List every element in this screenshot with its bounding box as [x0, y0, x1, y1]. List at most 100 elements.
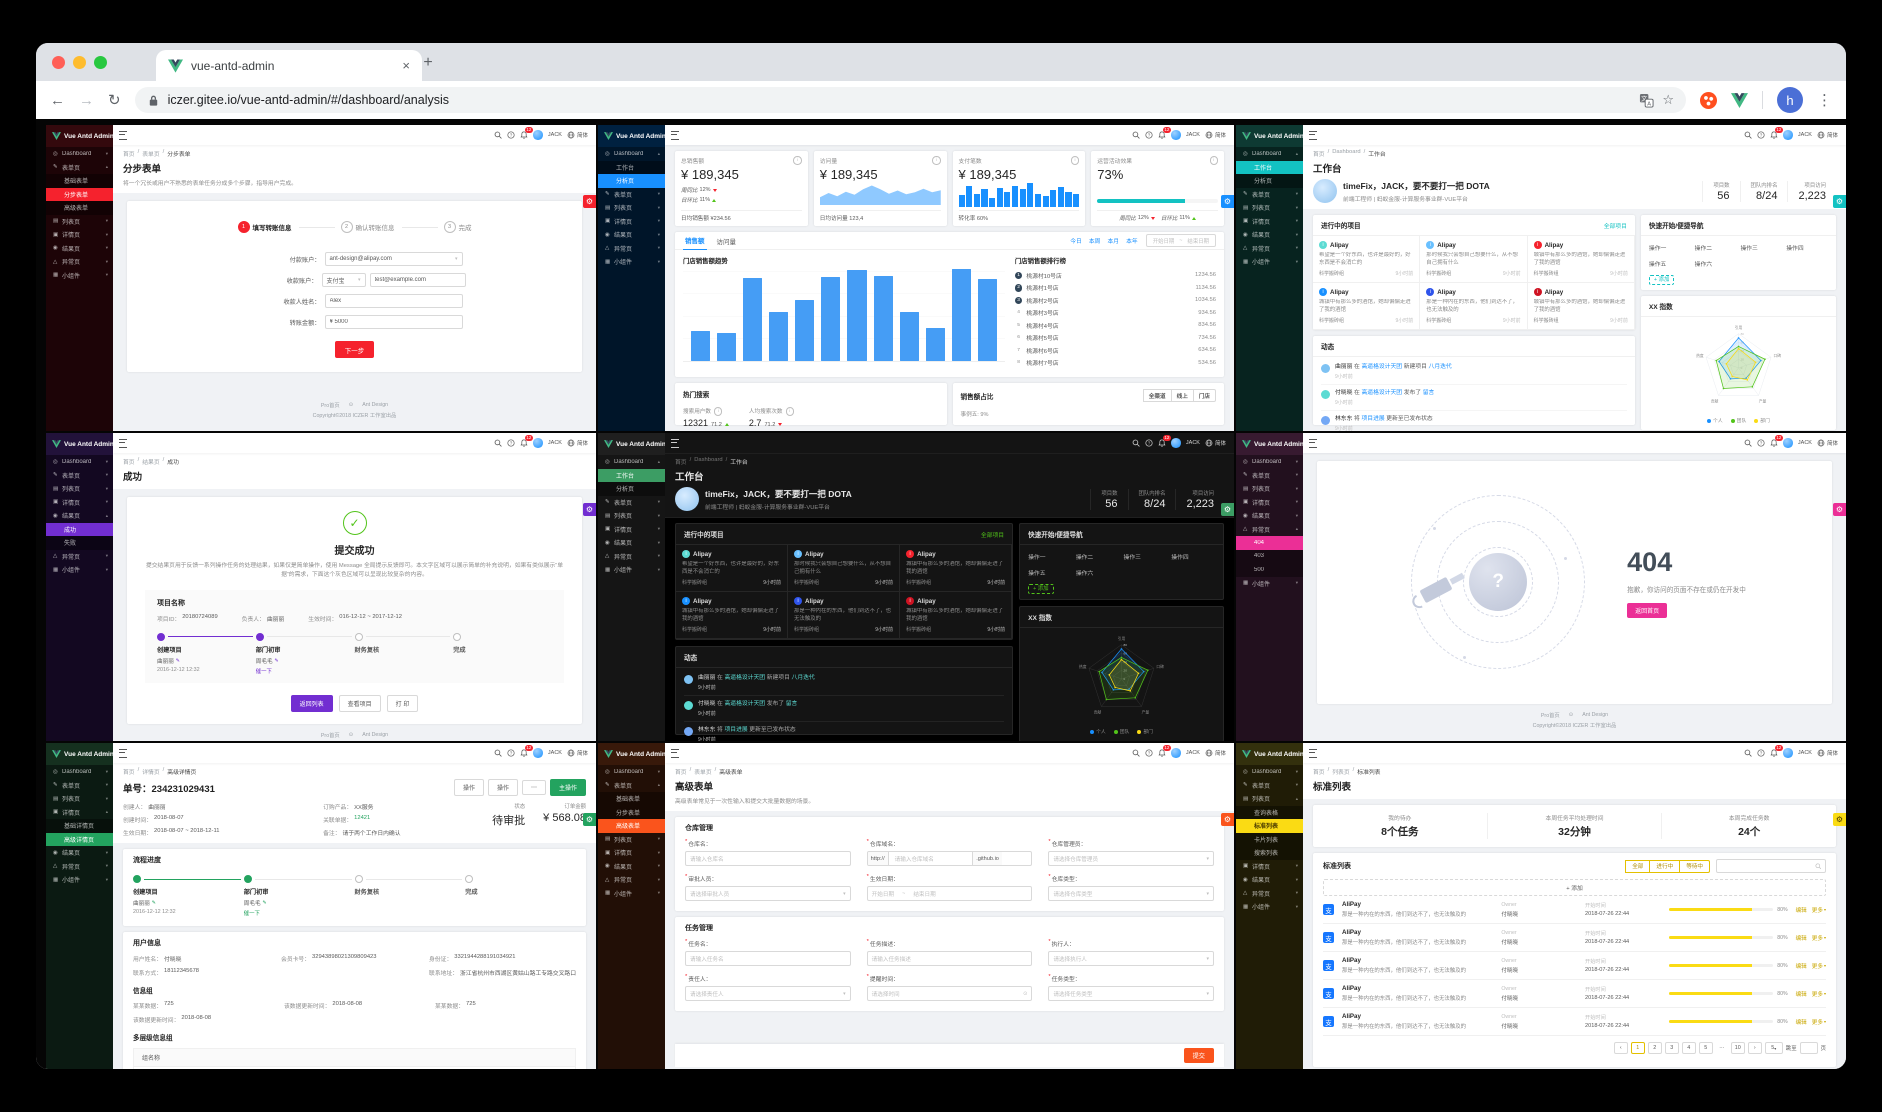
- team-link[interactable]: 科学搬砖组: [1319, 271, 1345, 277]
- form-control[interactable]: 请选择仓库类型 ▾: [1048, 886, 1214, 901]
- team-link[interactable]: 科学搬砖组: [1319, 318, 1345, 324]
- more-actions-button[interactable]: ⋯: [521, 780, 546, 795]
- user-avatar[interactable]: [1171, 130, 1181, 140]
- more-link[interactable]: 更多 ▾: [1811, 991, 1826, 998]
- vue-devtools-icon[interactable]: [1731, 93, 1748, 108]
- sidebar-item[interactable]: △ 异常页 ▾: [53, 258, 108, 267]
- sidebar-item[interactable]: ◉ 结果页 ▾: [1243, 876, 1298, 885]
- sidebar-item[interactable]: ◉ 结果页 ▴: [53, 512, 108, 521]
- sidebar-item[interactable]: ▣ 详情页 ▾: [1243, 218, 1298, 226]
- payer-account-select[interactable]: ant-design@alipay.com ▾: [324, 252, 463, 266]
- sidebar-item[interactable]: ◉ 结果页 ▾: [53, 849, 108, 858]
- help-icon[interactable]: [507, 439, 515, 447]
- brand-logo[interactable]: Vue Antd Admin: [598, 743, 665, 765]
- form-control[interactable]: 请输入任务描述: [866, 951, 1033, 966]
- user-avatar[interactable]: [1171, 748, 1181, 758]
- sidebar-item[interactable]: ◉ 结果页 ▾: [605, 231, 660, 240]
- search-icon[interactable]: [1132, 439, 1140, 447]
- search-icon[interactable]: [1132, 131, 1140, 139]
- sidebar-item[interactable]: ✎ 表单页 ▾: [1243, 191, 1298, 199]
- sidebar-item[interactable]: ▣ 详情页 ▾: [605, 218, 660, 226]
- user-avatar[interactable]: [533, 438, 543, 448]
- sidebar-item[interactable]: 404: [1236, 536, 1303, 550]
- notification-bell-icon[interactable]: 12: [520, 127, 533, 139]
- sidebar-item[interactable]: ◉ 结果页 ▾: [605, 863, 660, 871]
- sidebar-item[interactable]: ▦ 小组件 ▾: [53, 272, 108, 280]
- menu-fold-icon[interactable]: [1309, 438, 1317, 448]
- sidebar-item[interactable]: ✎ 表单页 ▾: [1243, 782, 1298, 790]
- sidebar-item[interactable]: 查询表格: [1236, 805, 1303, 819]
- quick-op-link[interactable]: 操作一: [1028, 555, 1046, 561]
- sidebar-item[interactable]: ▤ 列表页 ▾: [53, 218, 108, 226]
- sidebar-item[interactable]: ▦ 小组件 ▾: [1243, 580, 1298, 588]
- range-link[interactable]: 本年: [1126, 239, 1138, 245]
- language-switcher[interactable]: 简体: [1205, 131, 1226, 139]
- footer-link-antd[interactable]: Ant Design: [362, 401, 389, 408]
- team-link[interactable]: 科学搬砖组: [906, 627, 932, 633]
- payee-type-select[interactable]: 支付宝 ▾: [321, 273, 366, 287]
- sidebar-item[interactable]: △ 异常页 ▾: [605, 876, 660, 885]
- more-link[interactable]: 更多 ▾: [1811, 963, 1826, 970]
- team-link[interactable]: 科学搬砖组: [794, 580, 820, 586]
- sidebar-item[interactable]: ◎ Dashboard ▾: [53, 768, 108, 775]
- print-button[interactable]: 打 印: [386, 694, 419, 712]
- project-card[interactable]: i Alipay 希望是一个好东西，也许是最好的，好东西是不会消亡的 科学搬砖组 9…: [676, 545, 789, 592]
- info-icon[interactable]: i: [793, 156, 802, 165]
- sidebar-item[interactable]: 高级表单: [46, 201, 113, 215]
- page-size-select[interactable]: 5 ▾: [1764, 1042, 1783, 1054]
- sidebar-item[interactable]: ▤ 列表页 ▾: [53, 485, 108, 494]
- sidebar-item[interactable]: ▦ 小组件 ▾: [53, 876, 108, 885]
- language-switcher[interactable]: 简体: [1817, 131, 1838, 139]
- project-card[interactable]: i Alipay 希望是一个好东西，也许是最好的，好东西是不会消亡的 科学搬砖组 9…: [1313, 236, 1421, 283]
- url-text[interactable]: iczer.gitee.io/vue-antd-admin/#/dashboar…: [167, 93, 449, 107]
- sidebar-item[interactable]: ▤ 列表页 ▴: [1243, 795, 1298, 804]
- team-link[interactable]: 科学搬砖组: [794, 627, 820, 633]
- user-avatar[interactable]: [1171, 438, 1181, 448]
- project-card[interactable]: i Alipay 城镇中有那么多的酒馆，她却偏偏走进了我的酒馆 科学搬砖组 9小时前: [676, 592, 789, 639]
- edit-link[interactable]: 编辑: [1795, 963, 1807, 970]
- form-control[interactable]: 请输入任务名: [685, 951, 851, 966]
- channel-button[interactable]: 门店: [1192, 389, 1216, 402]
- sidebar-item[interactable]: ▦ 小组件 ▾: [605, 890, 660, 898]
- sidebar-item[interactable]: ▣ 详情页 ▾: [1243, 863, 1298, 871]
- project-card[interactable]: i Alipay 城镇中有那么多的酒馆，她却偏偏走进了我的酒馆 科学搬砖组 9小时前: [1527, 283, 1635, 330]
- sidebar-item[interactable]: ▣ 详情页 ▴: [53, 809, 108, 817]
- sidebar-item[interactable]: ◎ Dashboard ▾: [53, 458, 108, 465]
- amount-input[interactable]: [324, 315, 463, 329]
- username[interactable]: JACK: [547, 750, 562, 756]
- user-avatar[interactable]: [1783, 748, 1793, 758]
- sidebar-item[interactable]: △ 异常页 ▾: [605, 553, 660, 561]
- username[interactable]: JACK: [1797, 440, 1812, 446]
- sidebar-item[interactable]: ▣ 详情页 ▾: [605, 849, 660, 858]
- sidebar-item[interactable]: ◉ 结果页 ▾: [1243, 231, 1298, 240]
- sidebar-item[interactable]: ▤ 列表页 ▾: [1243, 485, 1298, 494]
- back-to-list-button[interactable]: 返回列表: [290, 694, 333, 712]
- add-op-button[interactable]: + 添加: [1028, 584, 1054, 594]
- sidebar-item[interactable]: ✎ 表单页 ▾: [1243, 472, 1298, 480]
- add-item-button[interactable]: + 添加: [1323, 879, 1826, 896]
- brand-logo[interactable]: Vue Antd Admin: [1236, 743, 1303, 765]
- theme-settings-button[interactable]: ⚙: [1221, 503, 1234, 516]
- task-name[interactable]: AliPay: [1342, 957, 1361, 964]
- bookmark-star-icon[interactable]: ☆: [1662, 92, 1674, 107]
- page-jump-input[interactable]: [1799, 1042, 1818, 1054]
- browser-tab[interactable]: vue-antd-admin ×: [156, 50, 422, 81]
- quick-op-link[interactable]: 操作五: [1028, 571, 1046, 577]
- sidebar-item[interactable]: △ 异常页 ▴: [1243, 526, 1298, 534]
- theme-settings-button[interactable]: ⚙: [583, 813, 596, 826]
- page-button[interactable]: 4: [1681, 1042, 1696, 1054]
- notification-bell-icon[interactable]: 12: [1158, 127, 1171, 139]
- sidebar-item[interactable]: ◉ 结果页 ▾: [53, 245, 108, 253]
- search-icon[interactable]: [494, 749, 502, 757]
- channel-button[interactable]: 线上: [1170, 389, 1194, 402]
- notification-bell-icon[interactable]: 12: [1770, 127, 1783, 139]
- username[interactable]: JACK: [547, 132, 562, 138]
- all-projects-link[interactable]: 全部项目: [980, 532, 1005, 539]
- sidebar-item[interactable]: 分析页: [598, 174, 665, 188]
- nudge-link[interactable]: 催一下: [255, 668, 272, 675]
- extension-icon[interactable]: [1700, 91, 1717, 109]
- primary-action-button[interactable]: 主操作: [549, 779, 586, 796]
- help-icon[interactable]: [507, 131, 515, 139]
- sidebar-item[interactable]: ◎ Dashboard ▴: [1243, 150, 1298, 157]
- sidebar-item[interactable]: ◎ Dashboard ▴: [605, 150, 660, 157]
